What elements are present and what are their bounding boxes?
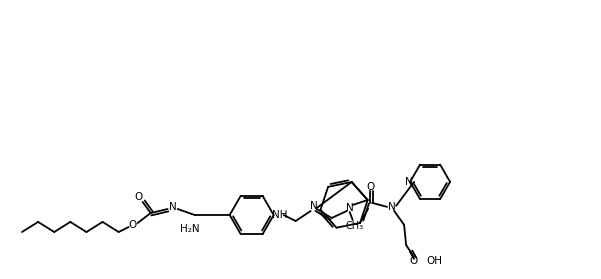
- Text: O: O: [129, 220, 137, 230]
- Text: CH₃: CH₃: [346, 221, 364, 231]
- Text: N: N: [169, 202, 177, 212]
- Text: N: N: [388, 202, 396, 212]
- Text: N: N: [405, 177, 413, 187]
- Text: N: N: [310, 201, 317, 211]
- Text: O: O: [366, 182, 374, 192]
- Text: NH: NH: [272, 210, 287, 220]
- Text: H₂N: H₂N: [180, 224, 200, 234]
- Text: O: O: [135, 192, 143, 202]
- Text: OH: OH: [426, 256, 442, 266]
- Text: O: O: [410, 256, 418, 266]
- Text: N: N: [346, 203, 353, 213]
